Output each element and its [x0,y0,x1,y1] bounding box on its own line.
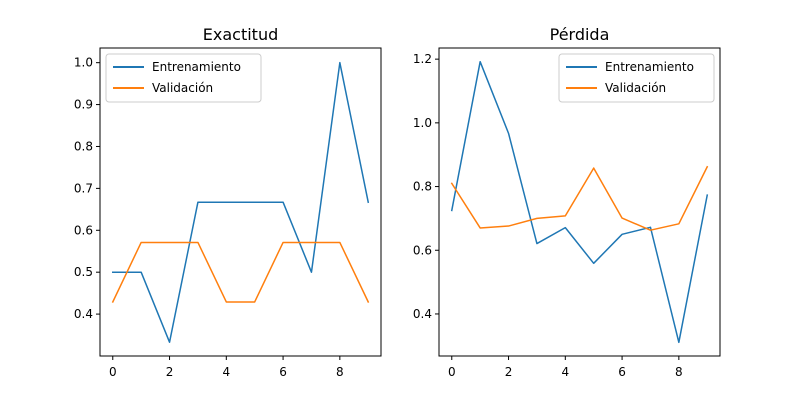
y-tick-label: 1.0 [74,56,93,70]
x-tick-label: 2 [505,365,513,379]
x-tick-label: 2 [166,365,174,379]
x-tick-label: 6 [279,365,287,379]
x-tick-label: 0 [109,365,117,379]
chart-title: Pérdida [550,25,610,44]
series-line-validation [111,241,370,303]
series-line-training [112,61,370,343]
x-tick-label: 0 [448,365,456,379]
x-tick-label: 8 [675,365,683,379]
y-tick-label: 0.9 [74,98,93,112]
y-tick-label: 0.8 [74,139,93,153]
y-tick-label: 1.2 [413,52,432,66]
y-tick-label: 0.5 [74,265,93,279]
y-tick-label: 0.6 [74,223,93,237]
legend-box [105,53,262,103]
legend: Entrenamiento Validación [105,53,262,103]
legend-label-validation: Validación [152,81,213,95]
legend-label-validation: Validación [605,81,666,95]
x-tick-label: 8 [336,365,344,379]
y-tick-label: 0.4 [74,307,93,321]
y-tick-label: 0.6 [413,243,432,257]
legend-label-training: Entrenamiento [605,60,694,74]
y-tick-label: 0.8 [413,180,432,194]
x-tick-label: 4 [561,365,569,379]
x-tick-label: 6 [618,365,626,379]
legend: Entrenamiento Validación [558,53,715,103]
series-line-training [450,60,709,344]
legend-label-training: Entrenamiento [152,60,241,74]
y-tick-label: 0.4 [413,307,432,321]
chart-title: Exactitud [203,25,278,44]
axes-frame [438,47,721,357]
y-tick-label: 0.7 [74,181,93,195]
chart-panel-accuracy: Exactitud 0 2 4 6 8 0.4 0.5 0.6 0.7 0.8 0.9 1.0 Ent… [74,25,382,379]
series-line-validation [450,165,709,231]
chart-panel-loss: Pérdida 0 2 4 6 8 0.4 0.6 0.8 1.0 1.2 Entrenamien… [413,25,721,379]
y-tick-label: 1.0 [413,116,432,130]
axes-frame [99,47,382,357]
legend-box [558,53,715,103]
x-tick-label: 4 [222,365,230,379]
